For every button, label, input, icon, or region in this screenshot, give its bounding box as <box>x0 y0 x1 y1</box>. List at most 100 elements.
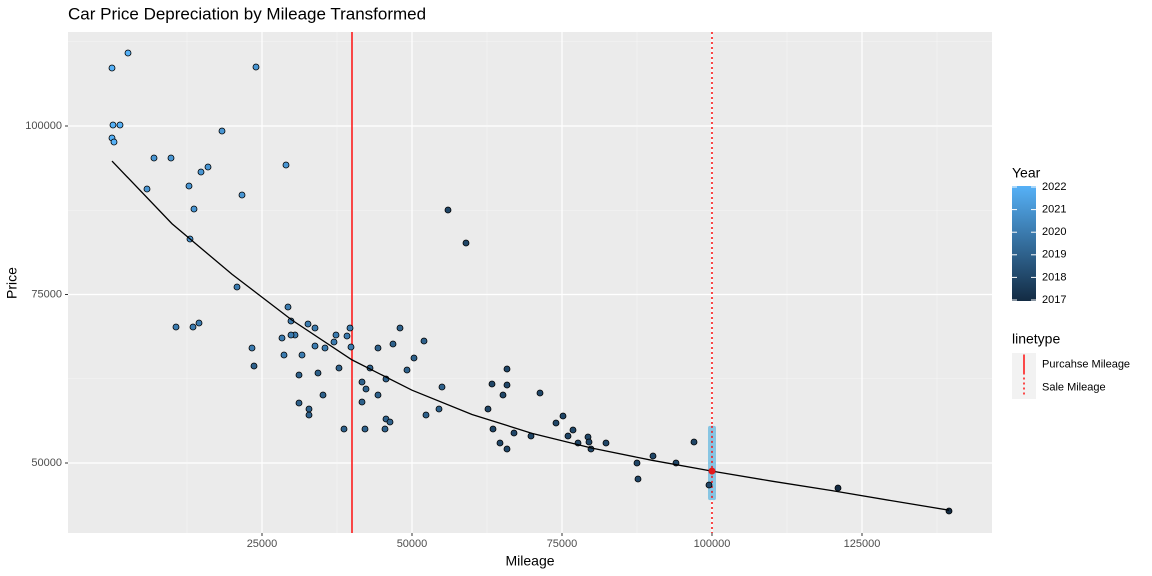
point <box>503 445 511 453</box>
point <box>403 366 411 374</box>
y-tick-label: 50000 <box>31 457 62 469</box>
point <box>190 205 198 213</box>
point <box>503 381 511 389</box>
point <box>552 419 560 427</box>
point <box>218 127 226 135</box>
highlight-point <box>708 467 716 475</box>
x-tick-label: 100000 <box>694 538 731 550</box>
y-tick-label: 75000 <box>31 288 62 300</box>
point <box>319 391 327 399</box>
point <box>311 324 319 332</box>
point <box>705 481 713 489</box>
point <box>484 405 492 413</box>
point <box>488 380 496 388</box>
point <box>362 385 370 393</box>
point <box>410 354 418 362</box>
point <box>389 340 397 348</box>
legend-title: linetype <box>1012 331 1060 347</box>
point <box>278 334 286 342</box>
colorbar-label: 2020 <box>1042 226 1066 238</box>
point <box>499 391 507 399</box>
legend-label: Purcahse Mileage <box>1042 358 1130 370</box>
point <box>321 344 329 352</box>
point <box>634 475 642 483</box>
point <box>197 168 205 176</box>
point <box>343 332 351 340</box>
point <box>314 369 322 377</box>
point <box>569 426 577 434</box>
point <box>167 154 175 162</box>
point <box>305 405 313 413</box>
point <box>585 438 593 446</box>
point <box>238 191 246 199</box>
point <box>172 323 180 331</box>
point <box>233 283 241 291</box>
point <box>462 239 470 247</box>
point <box>280 351 288 359</box>
point <box>489 425 497 433</box>
point <box>109 121 117 129</box>
point <box>633 459 641 467</box>
point <box>358 398 366 406</box>
point <box>559 412 567 420</box>
y-tick-label: 100000 <box>25 120 62 132</box>
chart-title: Car Price Depreciation by Mileage Transf… <box>68 4 426 23</box>
point <box>108 64 116 72</box>
point <box>143 185 151 193</box>
colorbar-label: 2022 <box>1042 181 1066 193</box>
point <box>248 344 256 352</box>
legend-label: Sale Mileage <box>1042 381 1106 393</box>
point <box>116 121 124 129</box>
point <box>195 319 203 327</box>
point <box>295 399 303 407</box>
point <box>332 331 340 339</box>
point <box>435 405 443 413</box>
point <box>510 429 518 437</box>
point <box>564 432 572 440</box>
colorbar-label: 2017 <box>1042 294 1066 306</box>
point <box>311 342 319 350</box>
point <box>422 411 430 419</box>
x-axis-label: Mileage <box>505 553 554 569</box>
point <box>335 364 343 372</box>
point <box>374 391 382 399</box>
point <box>340 425 348 433</box>
point <box>295 371 303 379</box>
point <box>649 452 657 460</box>
colorbar-label: 2019 <box>1042 249 1066 261</box>
point <box>124 49 132 57</box>
point <box>444 206 452 214</box>
point <box>396 324 404 332</box>
point <box>602 439 610 447</box>
point <box>185 182 193 190</box>
point <box>287 331 295 339</box>
point <box>330 338 338 346</box>
x-tick-label: 50000 <box>397 538 428 550</box>
interval <box>707 425 716 501</box>
x-tick-label: 25000 <box>247 538 278 550</box>
colorbar-label: 2021 <box>1042 204 1066 216</box>
point <box>150 154 158 162</box>
legend-title: Year <box>1012 165 1041 181</box>
point <box>204 163 212 171</box>
point <box>386 418 394 426</box>
point <box>438 383 446 391</box>
colorbar <box>1012 186 1036 301</box>
point <box>690 438 698 446</box>
point <box>298 351 306 359</box>
point <box>252 63 260 71</box>
point <box>420 337 428 345</box>
colorbar-label: 2018 <box>1042 271 1066 283</box>
x-tick-label: 125000 <box>844 538 881 550</box>
point <box>304 320 312 328</box>
point <box>496 439 504 447</box>
point <box>503 365 511 373</box>
y-axis-label: Price <box>4 267 20 299</box>
point <box>189 323 197 331</box>
point <box>361 425 369 433</box>
point <box>110 138 118 146</box>
point <box>834 484 842 492</box>
point <box>284 303 292 311</box>
fit-line <box>111 160 950 511</box>
